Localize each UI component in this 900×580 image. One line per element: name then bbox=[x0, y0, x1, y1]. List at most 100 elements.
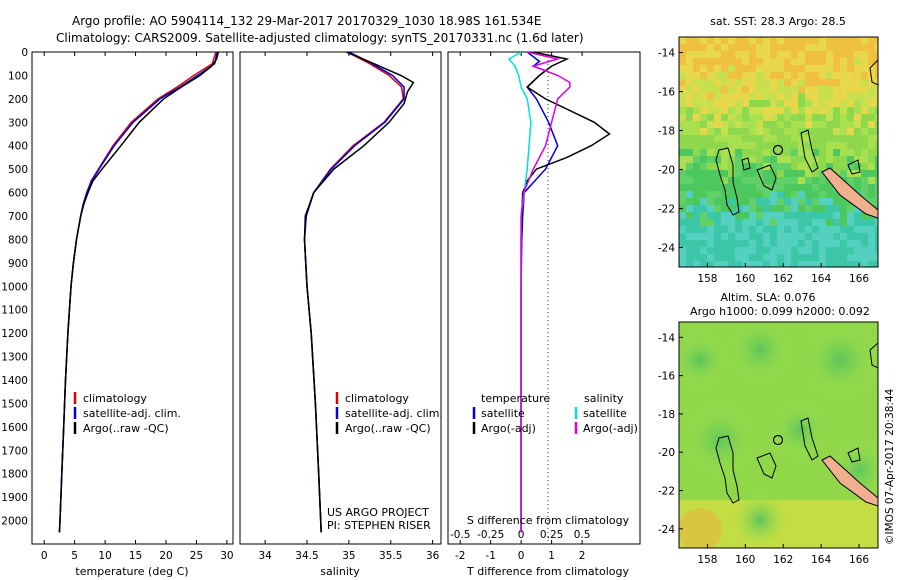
sst-cell bbox=[861, 128, 868, 135]
sst-cell bbox=[742, 121, 749, 128]
sst-cell bbox=[721, 86, 728, 93]
sst-cell bbox=[847, 254, 854, 261]
sst-cell bbox=[777, 212, 784, 219]
sst-cell bbox=[777, 121, 784, 128]
sst-cell bbox=[700, 149, 707, 156]
sst-cell bbox=[805, 51, 812, 58]
sst-cell bbox=[679, 184, 686, 191]
s-tick-label: 0.25 bbox=[540, 529, 563, 541]
sst-cell bbox=[735, 93, 742, 100]
sla-blobs bbox=[679, 322, 878, 548]
sst-cell bbox=[742, 37, 749, 44]
sst-cell bbox=[763, 177, 770, 184]
sst-cell bbox=[721, 198, 728, 205]
sst-cell bbox=[819, 86, 826, 93]
sst-cell bbox=[798, 219, 805, 226]
sst-cell bbox=[749, 114, 756, 121]
sst-cell bbox=[700, 37, 707, 44]
sst-cell bbox=[686, 191, 693, 198]
sst-cell bbox=[749, 233, 756, 240]
sst-cell bbox=[756, 79, 763, 86]
sst-coastlines bbox=[715, 59, 878, 216]
sst-cell bbox=[798, 233, 805, 240]
sst-cell bbox=[770, 37, 777, 44]
map-y-tick-label: -24 bbox=[658, 524, 675, 536]
sst-cell bbox=[756, 254, 763, 261]
sst-cell bbox=[868, 240, 875, 247]
sst-cell bbox=[721, 107, 728, 114]
sst-cell bbox=[861, 65, 868, 72]
sst-cell bbox=[693, 247, 700, 254]
sst-cell bbox=[805, 100, 812, 107]
sst-cell bbox=[819, 219, 826, 226]
sst-cell bbox=[819, 226, 826, 233]
sst-cell bbox=[784, 128, 791, 135]
sst-cell bbox=[735, 198, 742, 205]
sst-cell bbox=[707, 149, 714, 156]
sst-cell bbox=[777, 114, 784, 121]
sst-cell bbox=[812, 191, 819, 198]
sst-cell bbox=[812, 37, 819, 44]
sst-cell bbox=[847, 44, 854, 51]
sst-cell bbox=[742, 86, 749, 93]
sst-cell bbox=[833, 79, 840, 86]
sst-cell bbox=[875, 254, 878, 261]
sst-cell bbox=[777, 191, 784, 198]
sst-cell bbox=[826, 226, 833, 233]
sst-cell bbox=[714, 121, 721, 128]
sst-cell bbox=[742, 128, 749, 135]
sst-cell bbox=[735, 156, 742, 163]
sst-cell bbox=[791, 149, 798, 156]
sst-cell bbox=[714, 72, 721, 79]
sst-cell bbox=[742, 247, 749, 254]
sst-cell bbox=[805, 86, 812, 93]
sst-cell bbox=[756, 247, 763, 254]
sst-cell bbox=[735, 212, 742, 219]
sst-cell bbox=[770, 240, 777, 247]
sst-cell bbox=[826, 205, 833, 212]
sst-cell bbox=[833, 107, 840, 114]
sst-cell bbox=[721, 128, 728, 135]
sst-cell bbox=[868, 149, 875, 156]
sst-cell bbox=[812, 177, 819, 184]
sst-cell bbox=[854, 184, 861, 191]
sst-cell bbox=[875, 100, 878, 107]
sst-cell bbox=[847, 121, 854, 128]
sst-cell bbox=[770, 135, 777, 142]
sst-cell bbox=[791, 100, 798, 107]
sst-cell bbox=[854, 37, 861, 44]
sst-cell bbox=[798, 37, 805, 44]
sst-cell bbox=[791, 254, 798, 261]
sst-cell bbox=[840, 233, 847, 240]
sst-cell bbox=[686, 170, 693, 177]
sst-cell bbox=[777, 247, 784, 254]
sst-cell bbox=[763, 170, 770, 177]
sst-cell bbox=[728, 170, 735, 177]
sst-cell bbox=[707, 135, 714, 142]
depth-tick-label: 1900 bbox=[1, 492, 28, 504]
sst-cell bbox=[756, 128, 763, 135]
sst-cell bbox=[861, 79, 868, 86]
sst-cell bbox=[735, 51, 742, 58]
depth-tick-label: 2000 bbox=[1, 516, 28, 528]
sst-cell bbox=[784, 247, 791, 254]
sst-cell bbox=[833, 212, 840, 219]
sst-cell bbox=[791, 72, 798, 79]
sst-cell bbox=[784, 170, 791, 177]
sst-cell bbox=[840, 37, 847, 44]
sst-cell bbox=[819, 191, 826, 198]
sst-cell bbox=[847, 114, 854, 121]
sst-cell bbox=[791, 191, 798, 198]
sst-cell bbox=[833, 261, 840, 267]
sst-cell bbox=[868, 184, 875, 191]
sst-cell bbox=[763, 100, 770, 107]
sst-cell bbox=[805, 233, 812, 240]
sst-cell bbox=[756, 93, 763, 100]
sst-cell bbox=[805, 184, 812, 191]
sst-cell bbox=[756, 233, 763, 240]
sst-cell bbox=[686, 135, 693, 142]
sst-cell bbox=[686, 219, 693, 226]
sst-cell bbox=[749, 58, 756, 65]
sst-cell bbox=[861, 233, 868, 240]
map-x-tick-label: 166 bbox=[849, 273, 869, 285]
